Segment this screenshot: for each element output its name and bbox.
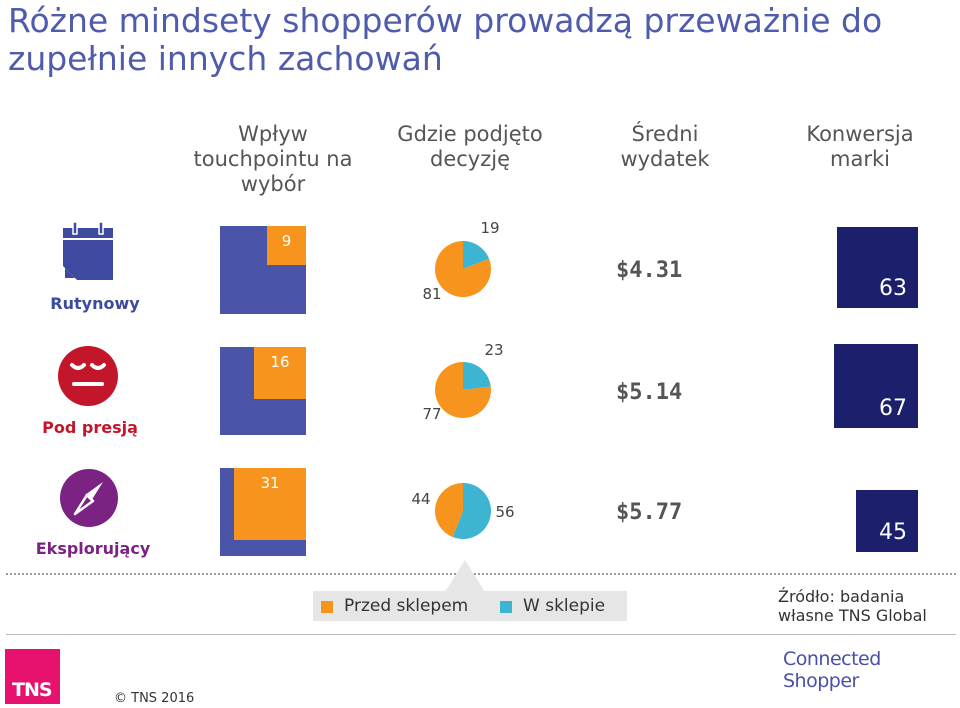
pie-slice-in-store — [452, 483, 491, 539]
column-header-spend: Średni wydatek — [620, 122, 710, 171]
pie-label-before-store: 44 — [411, 490, 430, 508]
column-header-touchpoint: Wpływ touchpointu na wybór — [193, 122, 353, 196]
bottom-divider — [6, 634, 956, 635]
pie-slice-in-store — [463, 241, 490, 269]
spend-value: $5.77 — [616, 500, 683, 525]
legend-swatch-inside — [500, 601, 512, 613]
copyright: © TNS 2016 — [114, 691, 195, 706]
legend-label-before: Przed sklepem — [344, 596, 469, 616]
neutral-face-icon — [58, 346, 118, 406]
pie-slice-before-store — [435, 362, 491, 418]
pie-slice-before-store — [435, 241, 491, 297]
touchpoint-value-label: 9 — [281, 232, 292, 250]
touchpoint-value-square — [234, 468, 306, 540]
compass-icon — [60, 469, 118, 527]
conversion-square — [837, 227, 918, 308]
pie-slice-before-store — [435, 483, 463, 538]
conversion-square — [834, 344, 918, 428]
pie-label-in-store: 56 — [495, 503, 514, 521]
legend-swatch-before — [321, 601, 333, 613]
conversion-square — [856, 490, 918, 552]
conversion-value-label: 45 — [879, 520, 907, 545]
page-title: Różne mindsety shopperów prowadzą przewa… — [8, 1, 883, 78]
pie-label-in-store: 23 — [484, 341, 503, 359]
touchpoint-value-square — [254, 347, 306, 399]
pie-label-before-store: 77 — [422, 405, 441, 423]
touchpoint-value-label: 16 — [270, 353, 290, 371]
calendar-icon — [63, 222, 113, 280]
spend-value: $4.31 — [616, 258, 683, 283]
touchpoint-value-square — [267, 226, 306, 265]
segment-label-eksplorujacy: Eksplorujący — [35, 539, 151, 558]
pie-label-in-store: 19 — [480, 219, 499, 237]
column-header-conversion: Konwersja marki — [806, 122, 914, 171]
spend-value: $5.14 — [616, 380, 683, 405]
legend: Przed sklepem W sklepie — [313, 591, 627, 621]
legend-pointer — [445, 560, 485, 592]
dotted-divider — [6, 573, 956, 575]
legend-label-inside: W sklepie — [523, 596, 606, 616]
pie-label-before-store: 81 — [422, 285, 441, 303]
segment-label-pod-presja: Pod presją — [42, 418, 138, 437]
tns-logo-text: TNS — [12, 679, 53, 701]
source-note: Źródło: badania własne TNS Global — [778, 587, 927, 625]
column-header-decision: Gdzie podjęto decyzję — [397, 122, 543, 171]
conversion-value-label: 67 — [879, 396, 907, 421]
tns-logo: TNS — [5, 649, 60, 704]
touchpoint-value-label: 31 — [260, 474, 280, 492]
connected-shopper-brand: Connected Shopper — [783, 648, 881, 692]
segment-label-rutynowy: Rutynowy — [50, 294, 140, 313]
conversion-value-label: 63 — [879, 276, 907, 301]
pie-slice-in-store — [463, 362, 491, 390]
